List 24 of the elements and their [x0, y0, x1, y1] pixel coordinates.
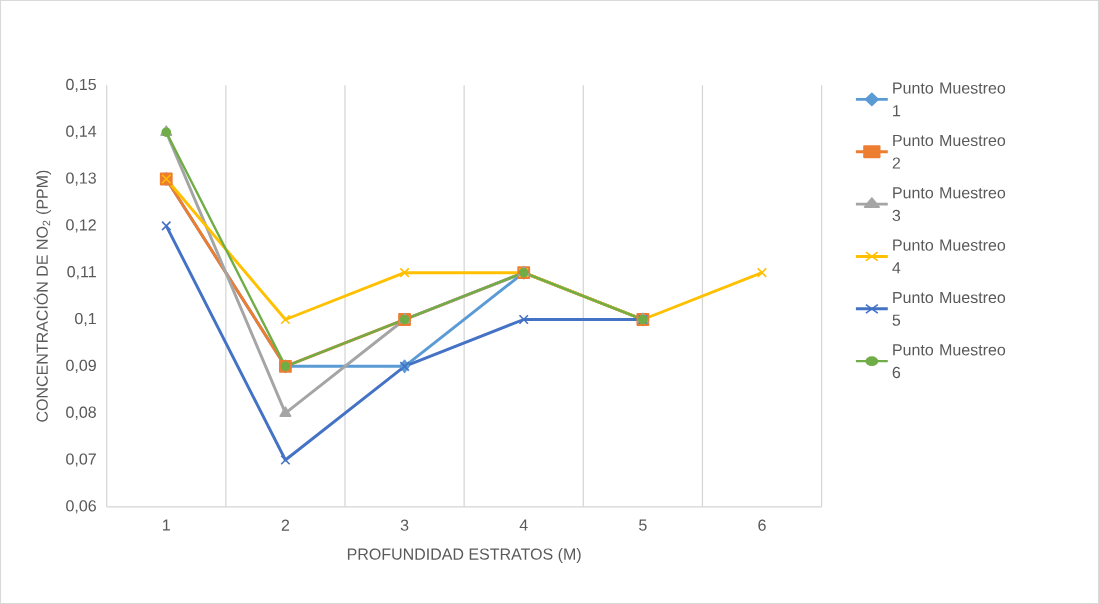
x-tick-label: 3 — [400, 519, 409, 531]
x-tick-label: 1 — [163, 519, 170, 531]
y-tick-label: 0,15 — [66, 78, 96, 92]
y-tick-label: 0,09 — [66, 359, 96, 373]
legend-label: Punto Muestreo 4 — [892, 239, 1006, 274]
x-tick-label: 2 — [281, 519, 290, 531]
y-tick-label: 0,07 — [66, 453, 96, 467]
y-tick-label: 0,1 — [75, 312, 96, 327]
x-tick-label: 6 — [758, 519, 766, 531]
y-tick-label: 0,06 — [66, 500, 96, 514]
x-tick-label: 5 — [639, 519, 647, 531]
y-tick-label: 0,08 — [66, 406, 96, 420]
y-tick-label: 0,11 — [67, 265, 96, 280]
legend-label: Punto Muestreo 1 — [893, 82, 1006, 117]
legend-label: Punto Muestreo 3 — [892, 187, 1006, 221]
legend-label: Punto Muestreo 6 — [892, 344, 1006, 379]
y-tick-label: 0,14 — [66, 125, 97, 139]
x-tick-label: 4 — [519, 519, 528, 531]
legend-label: Punto Muestreo 2 — [892, 134, 1006, 169]
y-tick-label: 0,13 — [66, 172, 96, 186]
x-axis-title: PROFUNDIDAD ESTRATOS (M) — [347, 547, 581, 563]
y-axis-title: CONCENTRACIÓN DE NO$_{2}$ (PPM) — [33, 170, 51, 422]
legend-label: Punto Muestreo 5 — [892, 291, 1006, 326]
y-tick-label: 0,12 — [66, 219, 96, 233]
